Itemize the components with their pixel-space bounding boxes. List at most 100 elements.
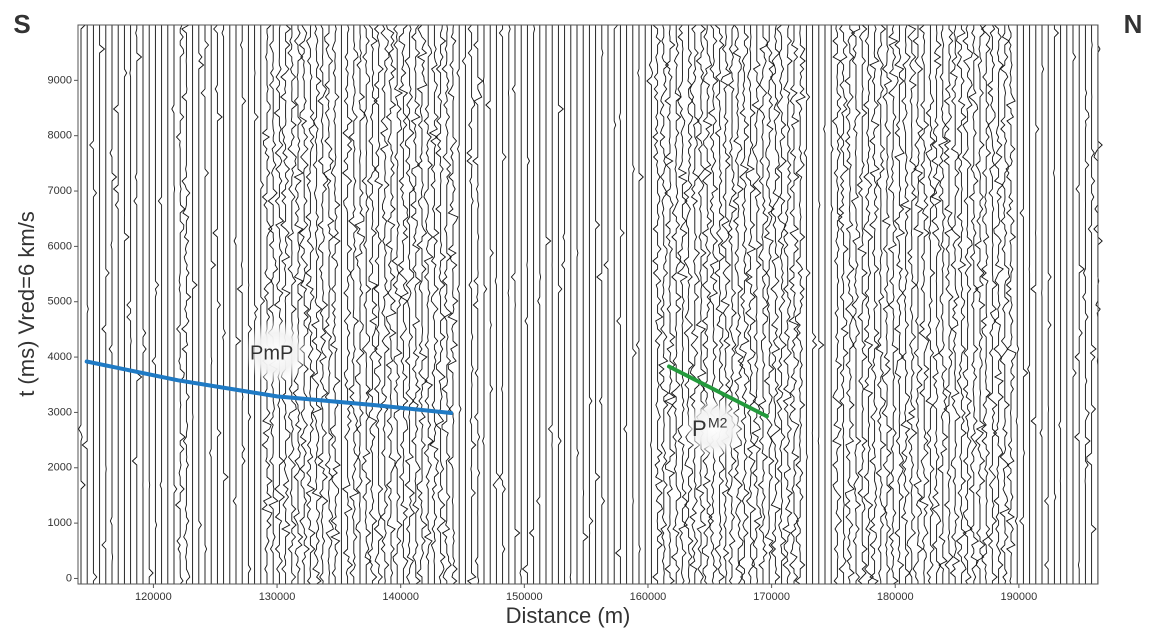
trace	[868, 24, 880, 585]
trace	[1074, 25, 1085, 584]
trace	[875, 24, 887, 584]
trace	[466, 24, 477, 585]
trace	[658, 24, 670, 584]
trace	[416, 24, 428, 584]
trace	[713, 24, 726, 585]
trace	[794, 25, 806, 585]
pmp-label: PmP	[250, 342, 293, 364]
trace	[817, 25, 825, 584]
trace	[701, 25, 713, 585]
trace	[192, 25, 198, 584]
trace	[519, 25, 522, 584]
trace	[209, 25, 217, 584]
plot-frame	[77, 24, 1099, 585]
label-glow	[684, 398, 744, 458]
trace	[893, 25, 906, 584]
trace	[279, 24, 292, 584]
trace	[830, 25, 834, 584]
trace	[366, 24, 379, 584]
trace	[782, 24, 794, 585]
trace	[528, 24, 536, 584]
trace	[689, 24, 701, 584]
trace	[732, 24, 744, 585]
trace	[582, 25, 589, 584]
trace	[521, 25, 531, 584]
trace	[456, 25, 462, 584]
trace	[89, 25, 98, 584]
trace	[385, 24, 397, 584]
y-tick-label: 5000	[48, 296, 72, 308]
trace	[236, 25, 247, 584]
x-tick-label: 120000	[135, 591, 172, 603]
trace	[108, 25, 118, 584]
south-label: S	[13, 9, 30, 39]
trace	[1005, 24, 1017, 585]
trace	[856, 24, 868, 585]
trace	[961, 24, 974, 585]
trace	[379, 24, 391, 585]
trace	[286, 25, 298, 584]
pm2-sup: M2	[708, 415, 728, 431]
trace	[510, 25, 521, 584]
trace	[776, 24, 787, 584]
trace	[441, 24, 453, 584]
y-tick-label: 6000	[48, 240, 72, 252]
trace	[707, 24, 720, 585]
trace	[482, 25, 488, 584]
trace	[151, 25, 160, 584]
trace	[131, 25, 143, 584]
trace	[373, 24, 384, 584]
x-tick-label: 140000	[382, 591, 419, 603]
trace	[943, 25, 954, 584]
trace	[770, 24, 782, 584]
trace	[1019, 25, 1029, 584]
trace	[447, 24, 459, 585]
trace	[831, 24, 843, 585]
trace	[561, 25, 566, 584]
trace	[676, 24, 689, 585]
trace	[123, 25, 130, 584]
trace	[112, 25, 119, 584]
trace	[695, 24, 707, 585]
y-tick-label: 3000	[48, 406, 72, 418]
trace	[646, 25, 654, 584]
y-tick-label: 7000	[48, 185, 72, 197]
trace	[569, 25, 572, 584]
trace	[304, 24, 316, 585]
trace	[311, 24, 323, 585]
trace	[423, 25, 434, 584]
trace	[428, 25, 440, 584]
trace	[613, 24, 619, 584]
trace	[221, 25, 229, 584]
trace	[126, 25, 132, 584]
trace	[461, 25, 466, 584]
trace	[670, 25, 682, 584]
trace	[576, 25, 579, 584]
trace	[925, 25, 936, 585]
trace	[148, 25, 154, 584]
trace	[651, 24, 664, 584]
trace	[485, 25, 494, 584]
trace	[726, 24, 738, 585]
trace	[968, 25, 980, 584]
trace	[887, 24, 899, 585]
trace	[937, 25, 949, 584]
trace	[81, 25, 89, 584]
trace	[157, 25, 163, 584]
trace	[811, 25, 818, 584]
trace	[763, 25, 775, 584]
trace	[881, 25, 893, 584]
trace	[683, 25, 695, 585]
trace	[906, 24, 918, 584]
trace	[862, 25, 875, 584]
trace	[341, 24, 354, 584]
trace	[545, 25, 552, 584]
trace	[174, 24, 186, 585]
trace	[838, 24, 849, 584]
x-tick-label: 150000	[506, 591, 543, 603]
trace	[745, 25, 757, 584]
trace	[434, 24, 447, 584]
trace	[720, 25, 732, 584]
trace	[142, 25, 147, 584]
trace	[596, 25, 606, 584]
